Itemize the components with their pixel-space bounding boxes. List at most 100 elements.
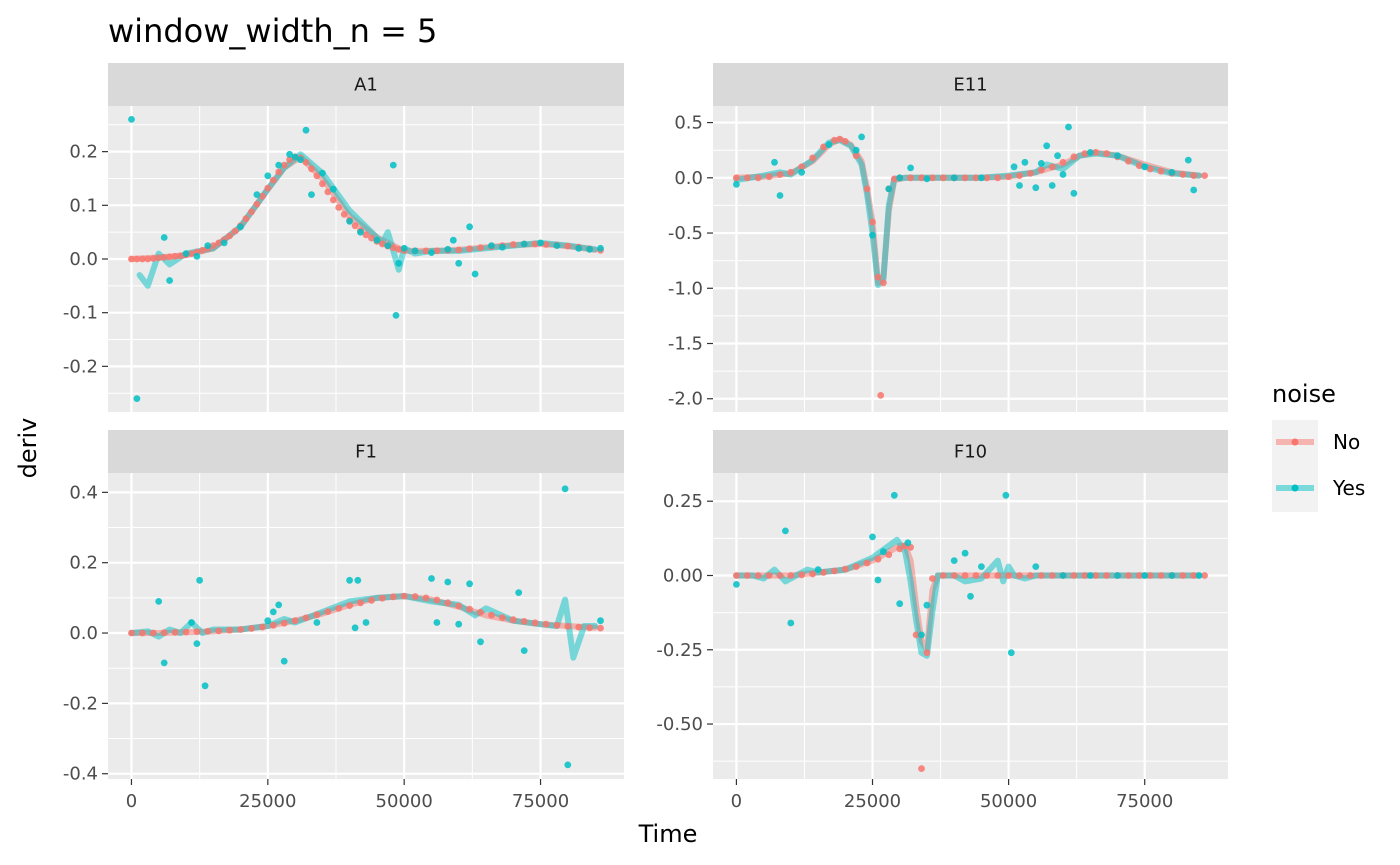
data-point-no (586, 624, 593, 632)
data-point-no (302, 159, 310, 166)
panel-background (713, 473, 1228, 779)
data-point-no (1081, 572, 1089, 579)
data-point-no (776, 572, 784, 579)
data-point-yes (1086, 572, 1094, 579)
data-point-yes (597, 244, 604, 252)
data-point-yes (477, 638, 484, 646)
data-point-no (809, 154, 816, 162)
data-point-no (972, 572, 980, 579)
data-point-no (1027, 572, 1034, 579)
data-point-yes (733, 581, 740, 588)
data-point-no (1048, 163, 1056, 171)
data-point-no (509, 616, 517, 624)
data-point-no (139, 255, 146, 263)
data-point-yes (880, 548, 887, 556)
data-point-yes (392, 312, 400, 319)
data-point-no (133, 255, 141, 263)
data-point-no (787, 572, 795, 579)
data-point-no (520, 618, 528, 625)
y-tick-label: 0.2 (69, 553, 98, 574)
data-point-no (1027, 170, 1034, 177)
data-point-no (204, 627, 212, 635)
data-point-no (1016, 572, 1023, 579)
data-point-no (754, 174, 762, 182)
data-point-no (765, 572, 773, 579)
data-point-no (368, 596, 375, 604)
data-point-yes (389, 161, 397, 169)
y-tick-label: -0.1 (63, 303, 98, 324)
data-point-no (455, 246, 463, 254)
data-point-yes (561, 485, 569, 493)
data-point-no (422, 594, 430, 602)
data-point-yes (166, 277, 174, 284)
data-point-no (972, 174, 980, 182)
data-point-yes (188, 619, 195, 626)
x-tick-label: 25000 (239, 791, 296, 812)
data-point-no (1016, 172, 1023, 180)
data-point-no (313, 611, 321, 619)
panel-background (713, 106, 1228, 412)
data-point-no (820, 569, 827, 576)
data-point-no (362, 231, 370, 239)
data-point-no (994, 572, 1002, 579)
facet-strip (713, 430, 1228, 473)
data-point-yes (1086, 149, 1094, 156)
data-point-yes (395, 259, 403, 267)
data-point-yes (182, 250, 190, 257)
data-point-yes (444, 245, 452, 253)
data-point-yes (1032, 563, 1040, 570)
data-point-no (389, 593, 397, 601)
data-point-yes (798, 168, 806, 176)
data-point-yes (950, 557, 958, 564)
data-point-yes (896, 600, 904, 608)
data-point-yes (264, 617, 272, 625)
data-point-no (166, 253, 174, 261)
data-point-no (809, 570, 816, 578)
y-tick-label: -2.0 (668, 389, 703, 410)
x-tick-label: 50000 (980, 791, 1037, 812)
data-point-no (1005, 173, 1012, 181)
data-point-no (199, 247, 206, 254)
data-point-no (171, 628, 179, 636)
data-point-no (193, 628, 201, 635)
data-point-no (226, 626, 234, 634)
data-point-no (1157, 572, 1165, 579)
data-point-no (1135, 162, 1143, 170)
data-point-yes (455, 620, 463, 628)
data-point-yes (1190, 186, 1198, 194)
data-point-no (820, 143, 827, 151)
x-tick-label: 75000 (1116, 791, 1173, 812)
data-point-yes (133, 395, 141, 402)
data-point-no (231, 227, 239, 235)
data-point-no (1179, 572, 1187, 579)
data-point-no (379, 240, 386, 248)
data-point-yes (280, 657, 288, 665)
data-point-yes (319, 169, 326, 177)
data-point-no (477, 608, 484, 616)
data-point-yes (308, 191, 315, 199)
data-point-yes (160, 234, 168, 241)
legend-key-background (1272, 420, 1318, 512)
y-tick-label: 0.00 (663, 565, 703, 586)
data-point-yes (814, 566, 822, 573)
y-tick-label: -1.0 (668, 278, 703, 299)
data-point-yes (264, 172, 272, 180)
panel-f10: F10 -0.50 -0.25 0.00 0.25 0 25000 50000 75000 (656, 430, 1228, 812)
legend-key-no-point (1291, 438, 1299, 446)
data-point-yes (449, 236, 457, 244)
data-point-yes (1168, 168, 1176, 176)
facet-strip (713, 63, 1228, 106)
data-point-no (395, 245, 403, 253)
data-point-yes (907, 164, 914, 172)
data-point-no (1059, 158, 1067, 166)
data-point-no (149, 629, 157, 637)
data-point-no (302, 614, 310, 622)
data-point-yes (286, 150, 293, 158)
data-point-yes (553, 242, 561, 250)
data-point-yes (204, 242, 212, 250)
data-point-no (209, 242, 217, 250)
data-point-no (553, 621, 561, 629)
facet-panels: A1 -0.2 -0.1 0.0 0.1 0.2 E11 -2.0 -1.5 -1.0 -0.5 0.… (63, 63, 1228, 812)
data-point-no (128, 255, 135, 263)
